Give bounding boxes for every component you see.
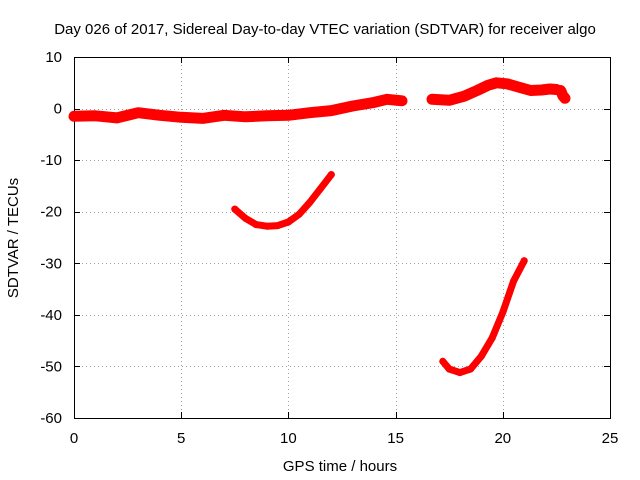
data-point	[467, 365, 475, 373]
data-point	[197, 113, 208, 124]
data-point	[472, 85, 483, 96]
data-point	[90, 110, 101, 121]
data-point	[499, 308, 507, 316]
data-point	[369, 97, 380, 108]
series-line	[231, 171, 335, 230]
data-point	[111, 112, 122, 123]
data-point	[154, 110, 165, 121]
y-tick-label: 0	[54, 101, 62, 118]
y-tick-label: -60	[40, 410, 62, 427]
data-point	[283, 110, 294, 121]
data-point	[477, 352, 485, 360]
x-axis-title: GPS time / hours	[283, 458, 397, 475]
data-point	[520, 257, 528, 265]
x-tick-label: 25	[602, 430, 619, 447]
data-point	[295, 210, 303, 218]
data-point	[274, 222, 282, 230]
data-point	[502, 78, 513, 89]
data-point	[439, 357, 447, 365]
data-point	[219, 110, 230, 121]
data-point	[444, 95, 455, 106]
data-point	[512, 81, 523, 92]
x-tick-label: 10	[280, 430, 297, 447]
data-point	[240, 111, 251, 122]
data-point	[491, 77, 502, 88]
data-point	[445, 365, 453, 373]
y-axis-title: SDTVAR / TECUs	[5, 178, 22, 298]
series-segment-1	[68, 93, 408, 124]
data-point	[382, 94, 392, 105]
data-point	[263, 222, 271, 230]
y-tick-label: -50	[40, 358, 62, 375]
data-point	[459, 91, 470, 102]
data-point	[482, 80, 493, 91]
x-tick-label: 20	[494, 430, 511, 447]
tick-labels: 0 5 10 15 20 25 -60 -50 -40 -30 -20 -10 0 10	[40, 49, 618, 447]
y-tick-label: 10	[45, 49, 62, 66]
data-point	[536, 85, 547, 95]
data-point	[317, 185, 325, 192]
data-point	[427, 94, 437, 105]
data-point	[510, 277, 517, 285]
data-point	[327, 171, 335, 179]
plot-frame	[74, 57, 611, 419]
x-tick-label: 0	[70, 430, 78, 447]
chart-title: Day 026 of 2017, Sidereal Day-to-day VTE…	[54, 21, 596, 38]
data-point	[525, 85, 536, 96]
data-point	[326, 105, 337, 116]
data-series	[68, 77, 571, 377]
series-segment-3	[555, 85, 571, 104]
data-point	[262, 110, 272, 121]
data-point	[242, 214, 249, 222]
data-point	[397, 95, 407, 106]
y-tick-label: -20	[40, 204, 62, 221]
data-point	[231, 205, 239, 213]
data-point	[69, 111, 79, 122]
data-point	[456, 369, 464, 377]
series-segment-5	[439, 257, 528, 377]
data-point	[133, 107, 144, 118]
data-point	[304, 107, 315, 118]
data-point	[488, 334, 496, 342]
data-point	[252, 221, 260, 229]
series-segment-4	[231, 171, 335, 230]
data-point	[284, 218, 292, 226]
axis-ticks	[74, 57, 611, 419]
data-point	[560, 93, 570, 104]
y-tick-label: -30	[40, 255, 62, 272]
x-tick-label: 5	[177, 430, 185, 447]
data-point	[347, 101, 358, 111]
y-tick-label: -10	[40, 152, 62, 169]
x-tick-label: 15	[387, 430, 404, 447]
series-segment-2	[426, 77, 562, 106]
data-point	[306, 198, 314, 206]
y-tick-label: -40	[40, 307, 62, 324]
data-point	[176, 112, 187, 123]
